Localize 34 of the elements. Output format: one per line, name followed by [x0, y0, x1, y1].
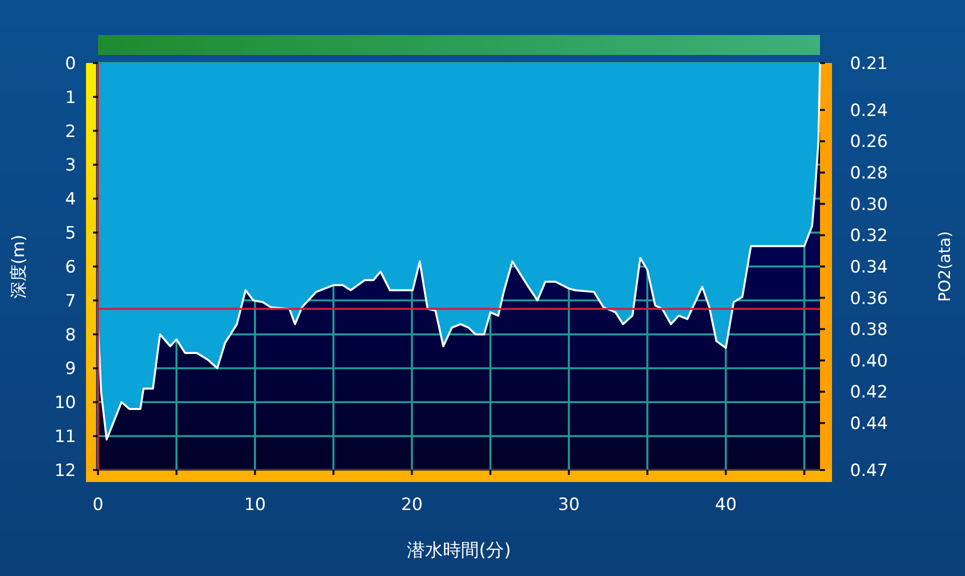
x-tick-label: 10 — [244, 495, 266, 515]
y2-tick-label: 0.28 — [850, 164, 888, 184]
y2-tick-label: 0.40 — [850, 351, 888, 372]
y2-tick-label: 0.24 — [850, 100, 888, 121]
y-tick-label: 8 — [65, 325, 76, 346]
x-axis-title: 潜水時間(分) — [406, 540, 512, 561]
y-tick-label: 4 — [65, 190, 76, 210]
y2-tick-label: 0.38 — [850, 320, 888, 340]
y2-tick-label: 0.34 — [850, 257, 888, 278]
y-tick-label: 11 — [54, 427, 76, 448]
y2-tick-label: 0.44 — [850, 414, 888, 434]
y-tick-label: 2 — [65, 122, 76, 142]
y2-tick-label: 0.26 — [850, 132, 888, 152]
y2-tick-label: 0.42 — [850, 382, 888, 403]
y2-tick-label: 0.21 — [850, 54, 888, 74]
y2-tick-label: 0.30 — [850, 194, 888, 215]
y-tick-label: 10 — [54, 393, 76, 414]
y-tick-label: 0 — [65, 54, 76, 74]
y-tick-label: 7 — [65, 291, 76, 312]
x-tick-label: 20 — [401, 495, 423, 515]
y-tick-label: 6 — [65, 257, 76, 278]
x-tick-label: 30 — [558, 495, 580, 515]
y-tick-label: 5 — [65, 224, 76, 244]
y2-axis-title: PO2(ata) — [935, 231, 954, 302]
y2-tick-label: 0.32 — [850, 226, 888, 246]
y-tick-label: 1 — [65, 88, 76, 108]
y-axis-title: 深度(m) — [9, 234, 29, 298]
x-tick-label: 0 — [92, 495, 104, 515]
y2-tick-label: 0.36 — [850, 288, 888, 309]
y-tick-label: 9 — [65, 359, 76, 380]
y-tick-label: 3 — [65, 156, 76, 176]
y-tick-label: 12 — [54, 460, 76, 481]
y2-tick-label: 0.47 — [850, 460, 888, 481]
x-tick-label: 40 — [715, 495, 737, 515]
